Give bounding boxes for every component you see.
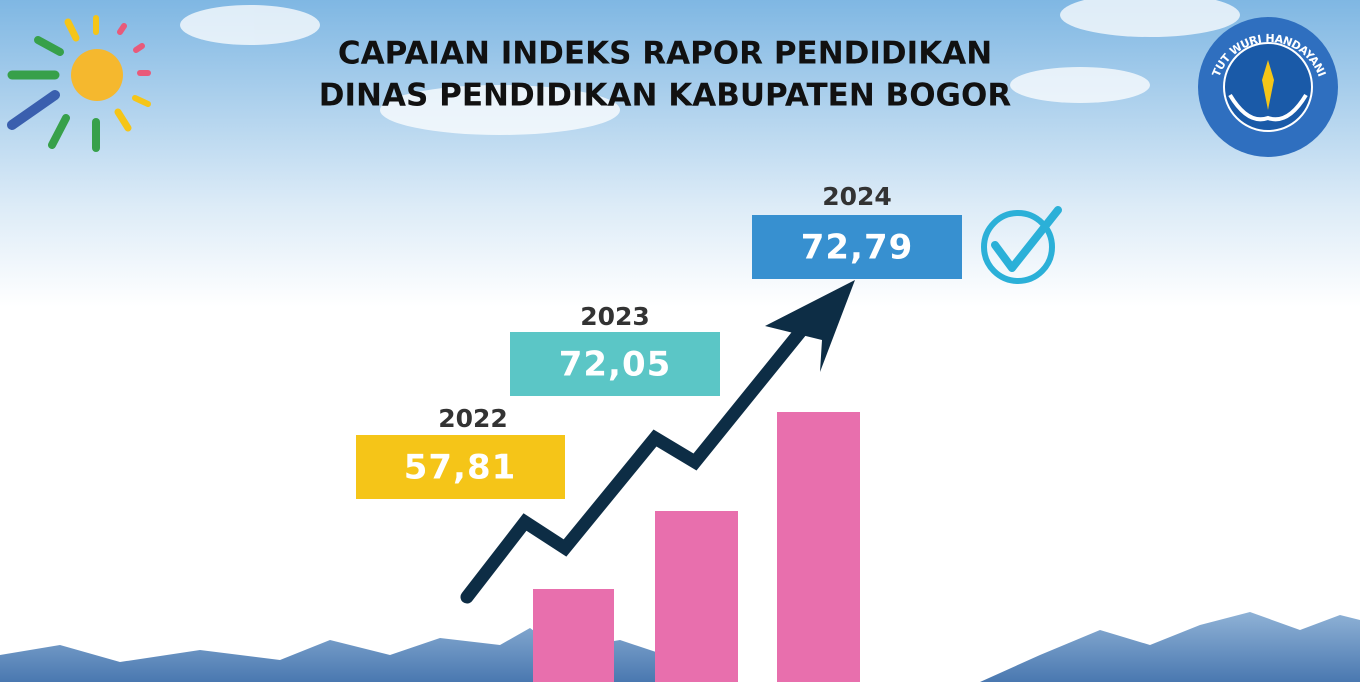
- value-label: 72,79: [801, 228, 914, 268]
- value-label: 57,81: [404, 448, 517, 488]
- sun-logo: [7, 15, 151, 152]
- value-label: 72,05: [559, 345, 672, 385]
- value-box: [510, 332, 720, 396]
- trend-arrow: [460, 298, 829, 604]
- check-icon: [981, 206, 1062, 284]
- value-box: [752, 215, 962, 279]
- mountains: [0, 612, 1360, 682]
- ministry-logo: TUT WURI HANDAYANI: [1198, 17, 1338, 157]
- year-label: 2022: [438, 404, 508, 433]
- year-label: 2024: [822, 182, 892, 211]
- arrow-head: [765, 280, 855, 372]
- title-line: DINAS PENDIDIKAN KABUPATEN BOGOR: [319, 78, 1012, 114]
- title-line: CAPAIAN INDEKS RAPOR PENDIDIKAN: [338, 36, 992, 72]
- year-label: 2023: [580, 302, 650, 331]
- value-box: [356, 435, 565, 499]
- decor-bars: [533, 412, 860, 682]
- clouds: [180, 0, 1240, 135]
